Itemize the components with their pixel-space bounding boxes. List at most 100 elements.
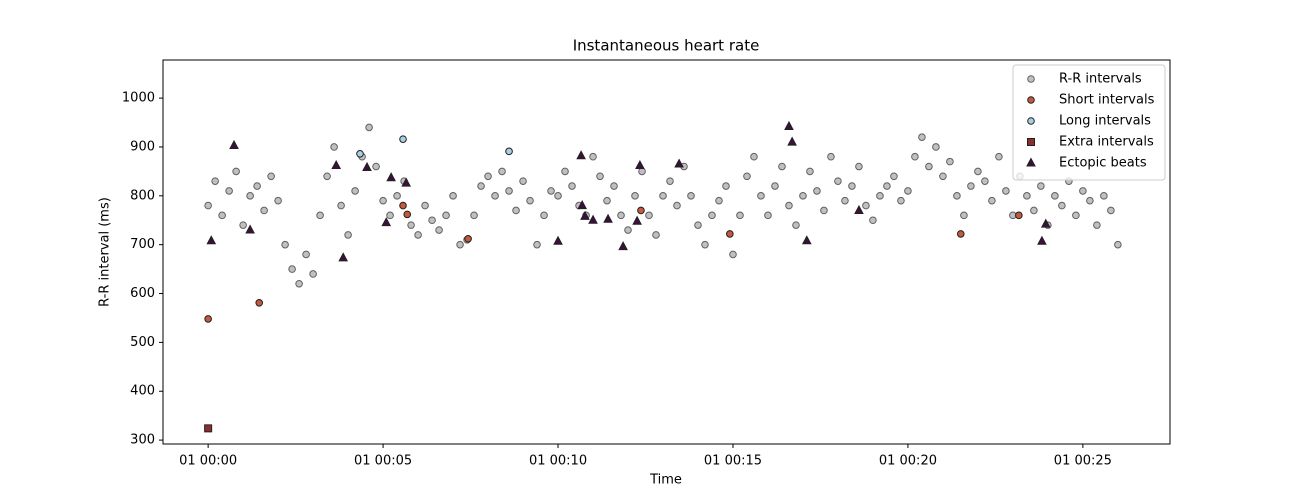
y-axis-label: R-R interval (ms): [98, 197, 113, 307]
point: [356, 150, 364, 158]
point: [848, 182, 856, 190]
point: [911, 152, 919, 161]
point: [925, 162, 933, 171]
point: [631, 192, 639, 200]
point: [729, 250, 737, 259]
point: [624, 226, 632, 234]
y-tick-label: 400: [130, 384, 155, 399]
point: [960, 211, 968, 220]
point: [1051, 192, 1059, 200]
point: [645, 211, 653, 220]
x-tick-label: 01 00:10: [529, 454, 587, 469]
point: [267, 172, 275, 181]
point: [787, 136, 797, 146]
point: [1072, 211, 1080, 220]
point: [505, 147, 513, 156]
point: [491, 192, 499, 200]
point: [638, 167, 646, 176]
x-tick-label: 01 00:25: [1054, 454, 1112, 469]
point: [778, 162, 786, 171]
point: [403, 210, 412, 219]
point: [596, 172, 604, 181]
point: [498, 167, 506, 176]
point: [393, 192, 401, 200]
point: [890, 172, 898, 181]
point: [580, 210, 590, 220]
point: [618, 241, 628, 251]
point: [988, 196, 996, 205]
legend-marker: [1027, 96, 1035, 104]
point: [428, 216, 436, 225]
y-tick-label: 1000: [122, 91, 155, 106]
point: [316, 211, 324, 220]
legend-label: Long intervals: [1059, 114, 1151, 129]
point: [218, 211, 226, 220]
point: [603, 196, 611, 205]
legend-box: [1012, 64, 1166, 181]
point: [330, 143, 338, 151]
point: [381, 217, 392, 227]
point: [288, 265, 296, 273]
point: [519, 177, 527, 185]
point: [687, 192, 695, 200]
point: [834, 177, 842, 185]
point: [632, 215, 642, 225]
point: [967, 182, 975, 190]
point: [302, 250, 310, 259]
point: [995, 152, 1003, 161]
point: [449, 192, 457, 200]
point: [399, 201, 407, 210]
point: [764, 211, 772, 220]
point: [1086, 196, 1094, 205]
chart-title: Instantaneous heart rate: [573, 37, 760, 55]
point: [206, 235, 217, 245]
point: [1015, 211, 1023, 220]
point: [338, 252, 349, 262]
point: [750, 152, 758, 161]
point: [771, 182, 779, 190]
point: [666, 177, 674, 185]
point: [372, 162, 380, 171]
point: [854, 204, 864, 214]
point: [344, 231, 352, 239]
point: [561, 167, 569, 176]
point: [331, 159, 342, 170]
point: [694, 221, 702, 229]
point: [211, 177, 219, 185]
point: [229, 139, 239, 149]
point: [456, 240, 464, 249]
point: [281, 240, 289, 249]
point: [246, 192, 254, 200]
point: [245, 224, 255, 234]
point: [239, 221, 247, 229]
point: [553, 235, 563, 245]
point: [547, 187, 555, 195]
point: [337, 201, 345, 210]
point: [726, 230, 734, 238]
point: [295, 279, 303, 288]
point: [588, 214, 598, 224]
y-tick-label: 500: [130, 335, 155, 350]
point: [953, 192, 961, 200]
point: [204, 315, 212, 323]
point: [784, 120, 794, 130]
point: [407, 221, 415, 229]
point: [801, 235, 812, 245]
point: [1107, 206, 1115, 215]
point: [603, 213, 613, 223]
plot-frame: [162, 59, 1171, 445]
x-axis-label: Time: [649, 473, 682, 488]
point: [577, 200, 588, 210]
point: [981, 177, 989, 185]
point: [904, 187, 912, 195]
point: [204, 424, 213, 433]
point: [421, 201, 429, 210]
point: [659, 192, 667, 200]
point: [736, 211, 744, 220]
point: [399, 135, 407, 143]
point: [204, 201, 212, 210]
legend-label: Extra intervals: [1059, 135, 1154, 150]
point: [1023, 192, 1031, 200]
point: [673, 201, 681, 210]
point: [1114, 240, 1122, 249]
